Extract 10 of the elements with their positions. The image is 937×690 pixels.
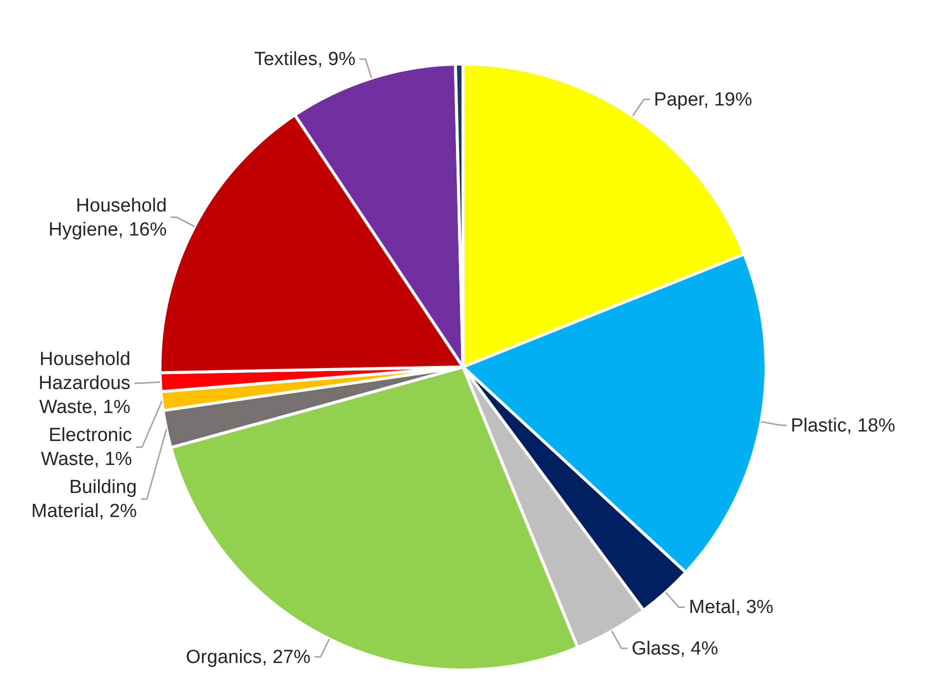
slice-label: Metal, 3% bbox=[688, 597, 774, 618]
slice-label: Plastic, 18% bbox=[790, 415, 896, 436]
slice-label: Textiles, 9% bbox=[254, 49, 356, 70]
slice-label: Paper, 19% bbox=[654, 89, 752, 110]
slice-label: Organics, 27% bbox=[186, 646, 311, 668]
slice-label: Electronic Waste, 1% bbox=[40, 425, 132, 470]
slice-label: Building Material, 2% bbox=[31, 477, 137, 522]
slice-label: Household Hazardous Waste, 1% bbox=[38, 349, 130, 418]
slice-label: Household Hygiene, 16% bbox=[48, 195, 167, 240]
slice-label: Glass, 4% bbox=[632, 638, 718, 660]
